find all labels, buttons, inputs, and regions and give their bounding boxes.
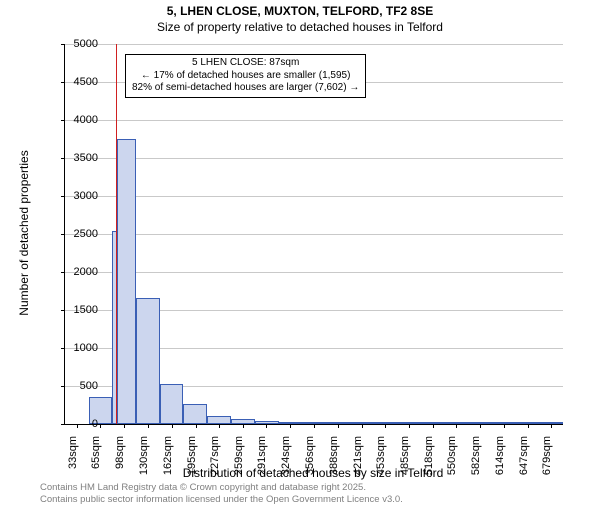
gridline: [65, 196, 563, 197]
x-tick-mark: [551, 424, 552, 428]
x-tick-label: 550sqm: [446, 436, 458, 486]
histogram-bar: [207, 416, 231, 424]
x-tick-mark: [504, 424, 505, 428]
x-tick-label: 33sqm: [67, 436, 79, 486]
annotation-line1: 5 LHEN CLOSE: 87sqm: [132, 57, 359, 70]
x-tick-label: 582sqm: [470, 436, 482, 486]
annotation-line2: ← 17% of detached houses are smaller (1,…: [132, 70, 359, 83]
x-tick-label: 227sqm: [209, 436, 221, 486]
x-tick-mark: [362, 424, 363, 428]
x-tick-label: 679sqm: [541, 436, 553, 486]
x-tick-mark: [480, 424, 481, 428]
y-tick-label: 2500: [58, 228, 98, 240]
x-tick-label: 162sqm: [162, 436, 174, 486]
x-tick-mark: [219, 424, 220, 428]
x-tick-mark: [196, 424, 197, 428]
x-tick-mark: [124, 424, 125, 428]
gridline: [65, 120, 563, 121]
x-tick-mark: [385, 424, 386, 428]
annotation-line3: 82% of semi-detached houses are larger (…: [132, 82, 359, 95]
x-tick-label: 388sqm: [328, 436, 340, 486]
x-tick-label: 518sqm: [423, 436, 435, 486]
x-tick-mark: [433, 424, 434, 428]
y-tick-label: 5000: [58, 38, 98, 50]
marker-line: [116, 44, 117, 424]
x-tick-label: 324sqm: [280, 436, 292, 486]
x-tick-mark: [100, 424, 101, 428]
x-tick-label: 98sqm: [114, 436, 126, 486]
histogram-bar: [183, 404, 207, 424]
x-tick-mark: [266, 424, 267, 428]
gridline: [65, 44, 563, 45]
x-tick-mark: [243, 424, 244, 428]
x-tick-label: 259sqm: [233, 436, 245, 486]
y-axis-title: Number of detached properties: [17, 133, 31, 333]
x-tick-label: 65sqm: [90, 436, 102, 486]
x-tick-mark: [290, 424, 291, 428]
y-tick-label: 3000: [58, 190, 98, 202]
x-tick-label: 356sqm: [304, 436, 316, 486]
x-tick-label: 485sqm: [399, 436, 411, 486]
x-tick-mark: [409, 424, 410, 428]
y-tick-label: 3500: [58, 152, 98, 164]
histogram-bar: [136, 298, 160, 424]
chart-title-line2: Size of property relative to detached ho…: [0, 20, 600, 36]
gridline: [65, 158, 563, 159]
annotation-box: 5 LHEN CLOSE: 87sqm← 17% of detached hou…: [125, 54, 366, 98]
x-tick-mark: [314, 424, 315, 428]
gridline: [65, 234, 563, 235]
y-tick-label: 4000: [58, 114, 98, 126]
y-tick-label: 500: [58, 380, 98, 392]
y-tick-label: 0: [58, 418, 98, 430]
x-tick-label: 453sqm: [375, 436, 387, 486]
x-tick-mark: [172, 424, 173, 428]
x-tick-mark: [148, 424, 149, 428]
x-tick-label: 421sqm: [352, 436, 364, 486]
plot-area: 5 LHEN CLOSE: 87sqm← 17% of detached hou…: [64, 44, 563, 425]
gridline: [65, 272, 563, 273]
x-tick-label: 647sqm: [518, 436, 530, 486]
chart-title-line1: 5, LHEN CLOSE, MUXTON, TELFORD, TF2 8SE: [0, 0, 600, 20]
x-tick-mark: [456, 424, 457, 428]
x-tick-label: 614sqm: [494, 436, 506, 486]
x-tick-label: 130sqm: [138, 436, 150, 486]
y-tick-label: 4500: [58, 76, 98, 88]
y-tick-label: 1500: [58, 304, 98, 316]
x-tick-mark: [338, 424, 339, 428]
histogram-bar: [117, 139, 136, 424]
x-tick-label: 291sqm: [256, 436, 268, 486]
y-tick-label: 1000: [58, 342, 98, 354]
x-tick-mark: [528, 424, 529, 428]
y-tick-label: 2000: [58, 266, 98, 278]
x-tick-label: 195sqm: [186, 436, 198, 486]
histogram-bar: [160, 384, 184, 424]
